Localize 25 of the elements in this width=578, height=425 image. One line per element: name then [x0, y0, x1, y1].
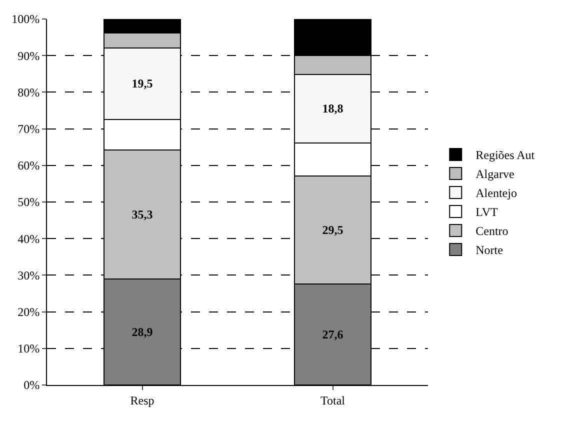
legend-label: Algarve: [476, 167, 514, 182]
x-tick-label: Total: [320, 393, 346, 408]
legend-label: LVT: [476, 205, 499, 220]
y-tick-label: 20%: [18, 305, 40, 319]
legend-label: Regiões Aut: [476, 148, 536, 162]
legend-label: Centro: [476, 224, 508, 238]
y-tick-label: 30%: [18, 268, 40, 282]
data-label: 35,3: [132, 208, 153, 222]
data-label: 29,5: [322, 222, 344, 237]
x-tick-label: Resp: [130, 393, 154, 408]
legend-label: Alentejo: [476, 186, 517, 200]
legend-label: Norte: [476, 243, 503, 258]
y-tick-label: 50%: [18, 195, 40, 210]
data-label: 18,8: [322, 102, 344, 116]
y-tick-label: 10%: [18, 342, 40, 356]
y-tick-label: 60%: [18, 158, 40, 173]
data-label: 27,6: [322, 327, 344, 342]
data-label: 28,9: [132, 325, 153, 340]
y-tick-label: 90%: [18, 48, 40, 63]
data-label: 19,5: [132, 76, 153, 91]
y-tick-label: 40%: [18, 232, 40, 246]
y-tick-label: 80%: [18, 85, 40, 100]
y-tick-label: 0%: [24, 378, 40, 392]
y-tick-label: 70%: [18, 122, 40, 136]
y-tick-label: 100%: [12, 12, 40, 26]
